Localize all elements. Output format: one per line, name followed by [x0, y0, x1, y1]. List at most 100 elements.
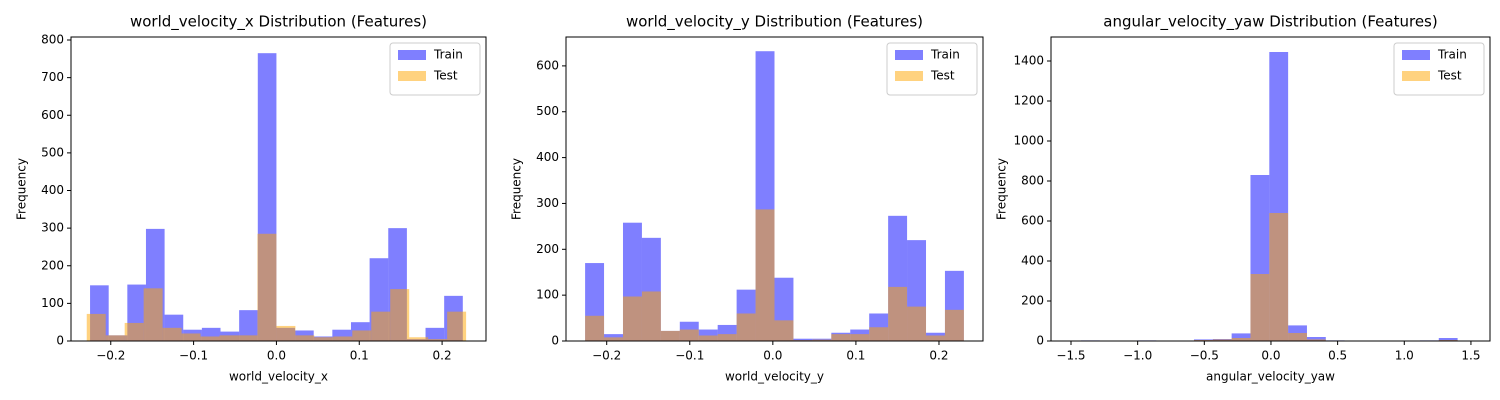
x-tick-label: −1.0	[1123, 349, 1152, 363]
subplot: −0.2 −0.1 0.0 0.1 0.2 0 100 200 300 400 500 600 700 8…	[15, 13, 487, 384]
subplot: −1.5 −1.0 −0.5 0.0 0.5 1.0 1.5 0 200 400 600 800 100…	[995, 13, 1491, 384]
y-tick-label: 300	[41, 221, 64, 235]
histogram-bar	[86, 313, 106, 341]
y-tick-label: 400	[536, 150, 559, 164]
histogram-bar	[181, 333, 201, 341]
histogram-bar	[755, 209, 775, 341]
histogram-bar	[679, 329, 699, 341]
histogram-bar	[257, 233, 277, 341]
legend-swatch	[398, 50, 426, 60]
histogram-bar	[622, 296, 642, 341]
legend-label: Test	[930, 69, 955, 83]
histogram-bar	[698, 335, 718, 341]
legend-label: Test	[433, 69, 458, 83]
histogram-bar	[239, 310, 258, 341]
histogram-bar	[698, 329, 718, 341]
histogram-bar	[736, 313, 756, 341]
histogram-bar	[409, 337, 429, 341]
x-axis-label: world_velocity_y	[725, 370, 824, 384]
subplot: −0.2 −0.1 0.0 0.1 0.2 0 100 200 300 400 500 600 worl…	[510, 13, 984, 384]
axes-frame	[70, 36, 487, 342]
histogram-bar	[888, 286, 908, 341]
x-tick-label: 1.0	[1395, 349, 1414, 363]
histogram-bar	[774, 320, 794, 341]
x-tick-label: 1.5	[1461, 349, 1480, 363]
histogram-bar	[162, 327, 182, 341]
legend-label: Train	[930, 48, 960, 62]
histogram-bar	[641, 291, 661, 341]
x-tick-label: −0.2	[96, 349, 125, 363]
y-tick-label: 100	[41, 296, 64, 310]
histogram-bar	[944, 309, 964, 341]
x-axis-label: angular_velocity_yaw	[1206, 370, 1335, 384]
y-tick-label: 600	[536, 58, 559, 72]
y-tick-label: 200	[536, 242, 559, 256]
legend-swatch	[398, 71, 426, 81]
legend-label: Train	[1437, 48, 1467, 62]
y-tick-label: 400	[41, 183, 64, 197]
x-tick-label: −0.1	[179, 349, 208, 363]
y-tick-label: 200	[1021, 294, 1044, 308]
histogram-bar	[390, 289, 410, 341]
y-axis-label: Frequency	[15, 158, 29, 220]
histogram-bar	[660, 330, 680, 341]
chart-title: world_velocity_x Distribution (Features)	[130, 13, 427, 32]
histogram-bar	[926, 335, 945, 341]
histogram-bar	[1306, 337, 1326, 341]
y-tick-label: 500	[41, 145, 64, 159]
histogram-bar	[812, 339, 832, 341]
histogram-bar	[295, 335, 315, 341]
y-tick-label: 1200	[1013, 94, 1044, 108]
y-tick-label: 500	[536, 104, 559, 118]
histogram-bar	[1269, 213, 1289, 341]
y-tick-label: 700	[41, 70, 64, 84]
x-tick-label: −1.5	[1056, 349, 1085, 363]
x-tick-label: −0.1	[675, 349, 704, 363]
axes-frame	[565, 36, 984, 342]
y-axis-label: Frequency	[995, 158, 1009, 220]
histogram-bar	[907, 306, 927, 341]
x-tick-label: −0.5	[1190, 349, 1219, 363]
histogram-bar	[314, 337, 334, 341]
legend-swatch	[1402, 71, 1430, 81]
y-tick-label: 1000	[1013, 134, 1044, 148]
y-tick-label: 600	[1021, 214, 1044, 228]
histogram-bar	[1288, 333, 1307, 341]
histogram-bar	[238, 335, 258, 341]
x-tick-label: 0.0	[267, 349, 286, 363]
histogram-bar	[1231, 338, 1251, 341]
y-tick-label: 600	[41, 108, 64, 122]
y-tick-label: 200	[41, 258, 64, 272]
y-tick-label: 800	[1021, 174, 1044, 188]
legend-label: Train	[433, 48, 463, 62]
chart-title: angular_velocity_yaw Distribution (Featu…	[1103, 13, 1437, 32]
x-tick-label: 0.2	[929, 349, 948, 363]
histogram-bar	[1212, 339, 1232, 341]
y-tick-label: 0	[56, 334, 64, 348]
histogram-bar	[124, 322, 144, 341]
y-tick-label: 0	[551, 334, 559, 348]
histogram-bar	[1250, 274, 1270, 341]
y-tick-label: 400	[1021, 254, 1044, 268]
histogram-bar	[333, 336, 353, 341]
histogram-bar	[850, 334, 870, 341]
x-tick-label: 0.2	[433, 349, 452, 363]
histogram-bar	[352, 330, 372, 341]
x-tick-label: 0.1	[350, 349, 369, 363]
y-tick-label: 300	[536, 196, 559, 210]
histogram-bar	[425, 327, 445, 341]
histogram-bar	[831, 334, 851, 341]
histogram-bar	[447, 311, 467, 341]
y-tick-label: 1400	[1013, 54, 1044, 68]
histogram-bar	[717, 334, 737, 341]
chart-title: world_velocity_y Distribution (Features)	[626, 13, 923, 32]
x-axis-label: world_velocity_x	[229, 370, 328, 384]
histogram-bar	[793, 338, 813, 341]
histogram-bar	[585, 315, 605, 341]
legend-label: Test	[1437, 69, 1462, 83]
histogram-bar	[1306, 339, 1326, 341]
y-axis-label: Frequency	[510, 158, 524, 220]
histogram-bar	[1231, 333, 1251, 341]
histogram-bar	[200, 336, 220, 341]
